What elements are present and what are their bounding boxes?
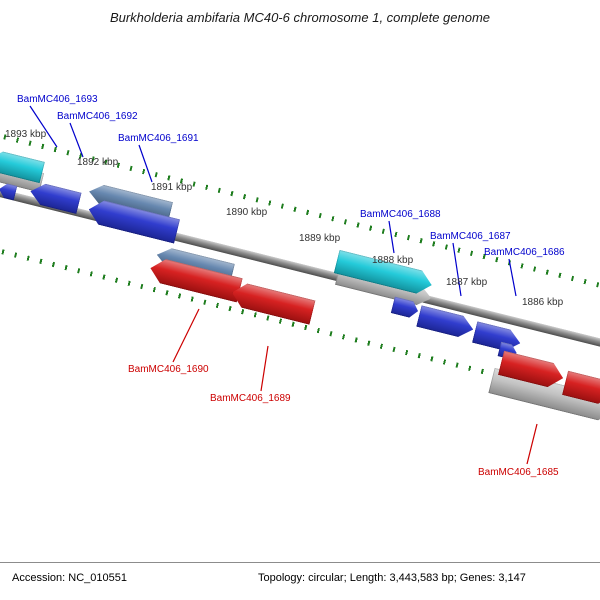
leader-line-1689 [260,345,269,392]
leader-line-1690 [172,308,200,363]
footer-accession: Accession: NC_010551 [12,572,127,584]
footer-divider [0,562,600,563]
leader-line-1688 [388,220,395,254]
scale-label-1891kbp: 1891 kbp [151,182,193,193]
scale-label-1888kbp: 1888 kbp [372,255,414,266]
scale-label-1887kbp: 1887 kbp [446,277,488,288]
sequence-track [0,121,600,429]
leader-line-1685 [526,423,538,465]
feature-label-bammc406-1690[interactable]: BamMC406_1690 [128,364,209,375]
feature-label-bammc406-1689[interactable]: BamMC406_1689 [210,393,291,404]
scale-label-1893kbp: 1893 kbp [5,129,47,140]
scale-label-1889kbp: 1889 kbp [299,233,341,244]
feature-label-bammc406-1687[interactable]: BamMC406_1687 [430,231,511,242]
feature-label-bammc406-1685[interactable]: BamMC406_1685 [478,467,559,478]
feature-label-bammc406-1688[interactable]: BamMC406_1688 [360,209,441,220]
leader-line-1691 [138,144,153,183]
scale-label-1892kbp: 1892 kbp [77,157,119,168]
ruler-ticks-upper [0,121,600,321]
page-title: Burkholderia ambifaria MC40-6 chromosome… [109,10,491,25]
feature-label-bammc406-1693[interactable]: BamMC406_1693 [17,94,98,105]
gene-arrow-bammc406-1686[interactable] [472,321,523,354]
feature-label-bammc406-1686[interactable]: BamMC406_1686 [484,247,565,258]
scale-label-1890kbp: 1890 kbp [226,207,268,218]
feature-label-bammc406-1691[interactable]: BamMC406_1691 [118,133,199,144]
feature-label-bammc406-1692[interactable]: BamMC406_1692 [57,111,138,122]
footer-summary: Topology: circular; Length: 3,443,583 bp… [258,572,526,584]
scale-label-1886kbp: 1886 kbp [522,297,564,308]
